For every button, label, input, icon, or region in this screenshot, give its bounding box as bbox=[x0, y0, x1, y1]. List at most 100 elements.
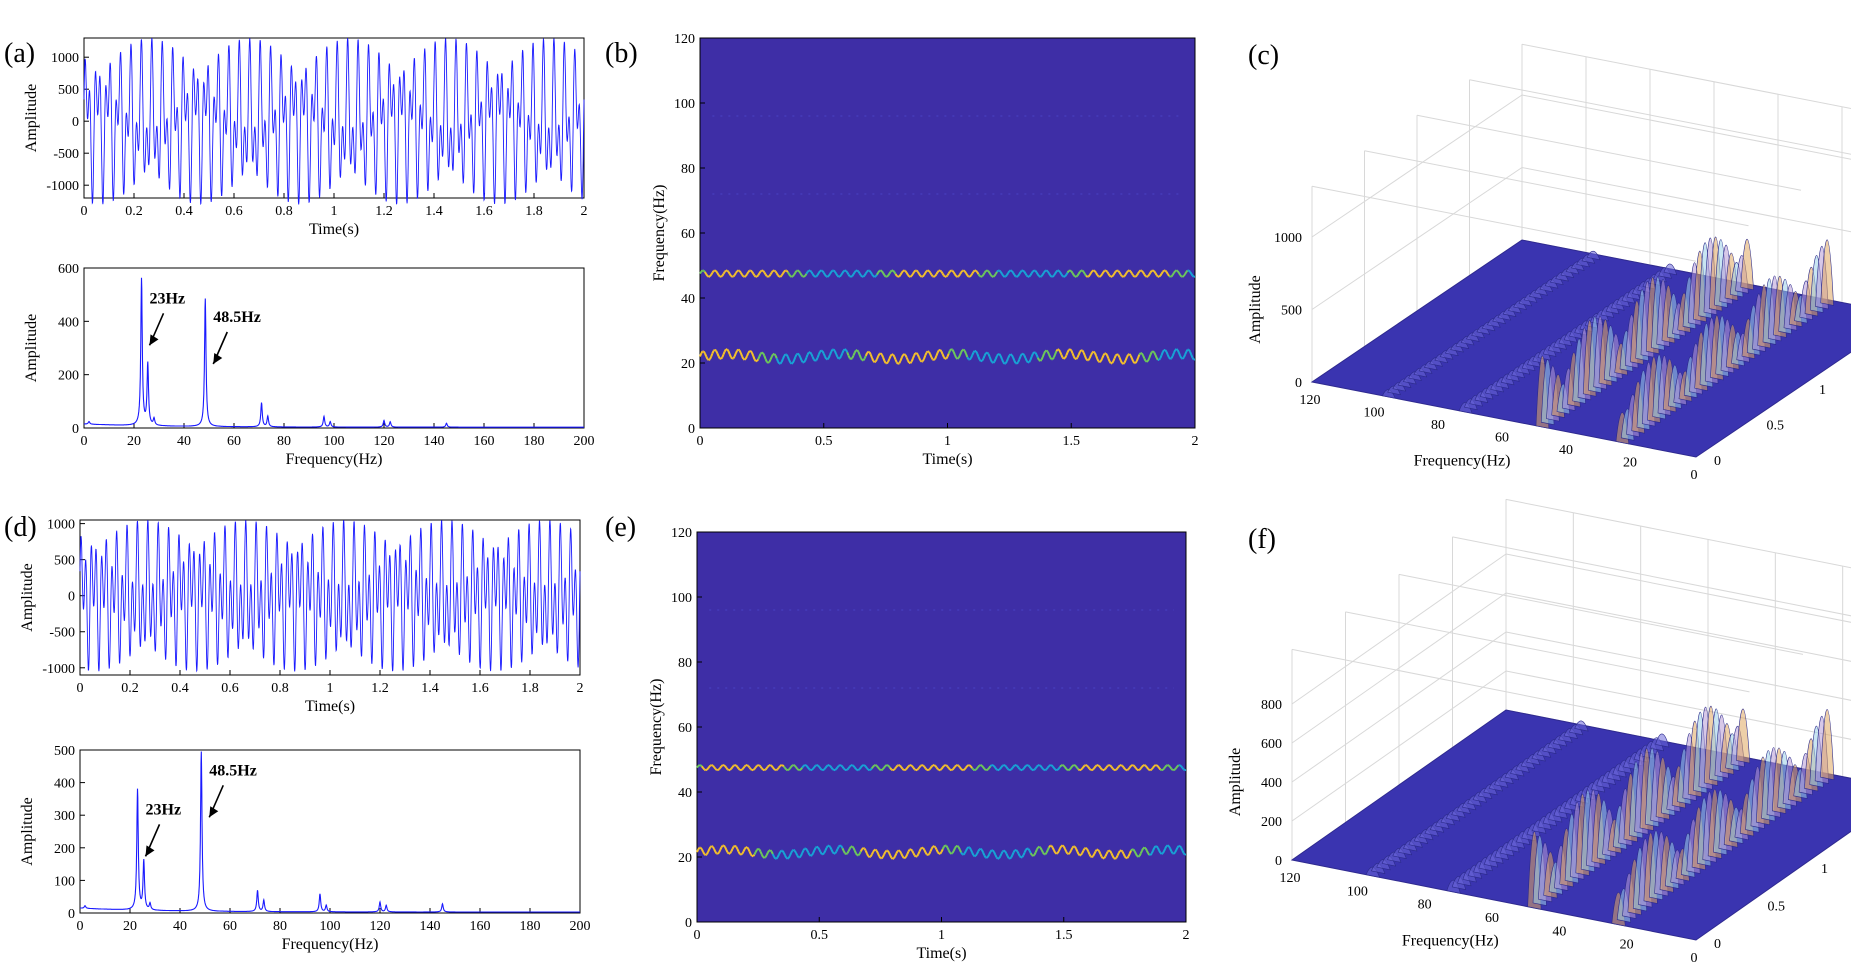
ridge-segment-0 bbox=[1108, 274, 1112, 278]
ridge-segment-0 bbox=[985, 269, 988, 272]
ridge-segment-1 bbox=[712, 348, 716, 352]
ridge-segment-1 bbox=[857, 351, 861, 356]
ridge-segment-1 bbox=[757, 356, 761, 360]
ridge-segment-0 bbox=[1141, 764, 1144, 768]
ridge-segment-1 bbox=[1092, 853, 1096, 857]
ridge-segment-0 bbox=[977, 273, 981, 277]
ridge-segment-0 bbox=[927, 269, 930, 272]
ridge-segment-1 bbox=[932, 358, 935, 362]
ridge-segment-1 bbox=[716, 352, 720, 357]
ridge-segment-1 bbox=[1107, 849, 1110, 853]
y-tick-label: 100 bbox=[54, 874, 75, 889]
ridge-segment-1 bbox=[743, 357, 747, 361]
ridge-segment-1 bbox=[711, 845, 714, 848]
ridge-segment-1 bbox=[992, 360, 996, 364]
ridge-segment-1 bbox=[779, 361, 783, 365]
ridge-segment-1 bbox=[708, 846, 712, 850]
ridge-segment-0 bbox=[1091, 269, 1095, 272]
ridge-segment-0 bbox=[782, 765, 786, 769]
ridge-segment-0 bbox=[784, 767, 788, 771]
ridge-segment-0 bbox=[839, 274, 842, 278]
ridge-segment-1 bbox=[895, 850, 899, 855]
ridge-segment-0 bbox=[1155, 764, 1159, 768]
ridge-segment-1 bbox=[1022, 852, 1026, 856]
ridge-segment-0 bbox=[990, 274, 993, 278]
ridge-segment-0 bbox=[773, 269, 777, 273]
ridge-segment-1 bbox=[850, 357, 853, 360]
ridge-segment-0 bbox=[836, 765, 840, 768]
ridge-segment-1 bbox=[754, 849, 758, 853]
ridge-segment-1 bbox=[954, 845, 958, 849]
ridge-segment-0 bbox=[776, 766, 780, 770]
ridge-segment-0 bbox=[941, 272, 945, 276]
ridge-segment-1 bbox=[1169, 357, 1172, 360]
ridge-segment-1 bbox=[1082, 848, 1086, 852]
ridge-segment-0 bbox=[828, 764, 831, 767]
freq-tick-label: 40 bbox=[1559, 443, 1573, 458]
ridge-segment-1 bbox=[747, 848, 751, 852]
ridge-segment-0 bbox=[1035, 271, 1039, 275]
ridge-segment-1 bbox=[1013, 360, 1017, 364]
ridge-segment-0 bbox=[1044, 768, 1048, 771]
ridge-segment-1 bbox=[1065, 851, 1069, 855]
ridge-segment-0 bbox=[1170, 274, 1174, 278]
ridge-segment-1 bbox=[903, 353, 907, 356]
ridge-segment-0 bbox=[1190, 273, 1194, 277]
freq-tick-label: 0 bbox=[1691, 468, 1698, 483]
ridge-segment-1 bbox=[888, 852, 892, 856]
ridge-segment-0 bbox=[1168, 275, 1171, 278]
ridge-segment-0 bbox=[729, 768, 732, 771]
ridge-segment-1 bbox=[1179, 845, 1182, 849]
ridge-segment-0 bbox=[975, 269, 978, 273]
ridge-segment-1 bbox=[1128, 850, 1132, 854]
ridge-segment-1 bbox=[998, 856, 1002, 860]
ridge-segment-1 bbox=[872, 360, 876, 363]
ridge-segment-0 bbox=[1096, 274, 1100, 278]
amp-tick-label: 500 bbox=[1281, 304, 1302, 319]
ridge-segment-1 bbox=[919, 359, 923, 363]
ridge-segment-1 bbox=[1021, 854, 1025, 858]
ridge-segment-0 bbox=[1155, 274, 1159, 278]
ridge-segment-0 bbox=[900, 766, 904, 770]
ridge-segment-1 bbox=[1034, 849, 1038, 853]
ridge-segment-1 bbox=[1165, 844, 1169, 848]
ridge-segment-0 bbox=[1174, 269, 1177, 272]
ridge-segment-1 bbox=[858, 851, 862, 855]
ridge-segment-1 bbox=[753, 358, 757, 362]
ridge-segment-1 bbox=[707, 848, 711, 853]
ridge-segment-0 bbox=[735, 764, 739, 768]
ridge-segment-1 bbox=[988, 851, 992, 855]
ridge-segment-0 bbox=[910, 764, 913, 767]
ridge-segment-0 bbox=[1080, 767, 1083, 771]
ridge-segment-0 bbox=[960, 768, 963, 771]
ridge-segment-0 bbox=[732, 274, 736, 278]
ridge-segment-1 bbox=[742, 358, 746, 361]
ridge-segment-1 bbox=[1033, 851, 1037, 856]
ridge-segment-0 bbox=[1049, 274, 1053, 278]
ridge-segment-0 bbox=[963, 269, 966, 273]
ridge-segment-1 bbox=[922, 847, 926, 851]
ridge-segment-1 bbox=[844, 348, 847, 351]
ridge-segment-1 bbox=[962, 348, 966, 352]
ridge-segment-1 bbox=[815, 357, 819, 361]
ridge-segment-0 bbox=[855, 768, 858, 771]
peak-annotation-1: 48.5Hz bbox=[213, 309, 261, 326]
ridge-segment-1 bbox=[1159, 354, 1163, 359]
grid-right-amp bbox=[1521, 94, 1851, 160]
ridge-segment-0 bbox=[1076, 767, 1080, 771]
freq-tick-label: 80 bbox=[1431, 418, 1445, 433]
ridge-segment-0 bbox=[1023, 271, 1027, 275]
ridge-segment-0 bbox=[711, 270, 715, 274]
ridge-segment-1 bbox=[842, 348, 846, 352]
ridge-segment-1 bbox=[902, 353, 905, 356]
ridge-segment-1 bbox=[940, 350, 944, 355]
ridge-segment-1 bbox=[841, 350, 845, 354]
ridge-segment-1 bbox=[791, 848, 795, 852]
ridge-segment-0 bbox=[758, 764, 762, 768]
ridge-segment-0 bbox=[714, 269, 717, 272]
ridge-segment-1 bbox=[712, 846, 715, 850]
ridge-segment-1 bbox=[1170, 850, 1174, 854]
ridge-segment-1 bbox=[983, 352, 987, 357]
ridge-segment-1 bbox=[1088, 354, 1092, 359]
